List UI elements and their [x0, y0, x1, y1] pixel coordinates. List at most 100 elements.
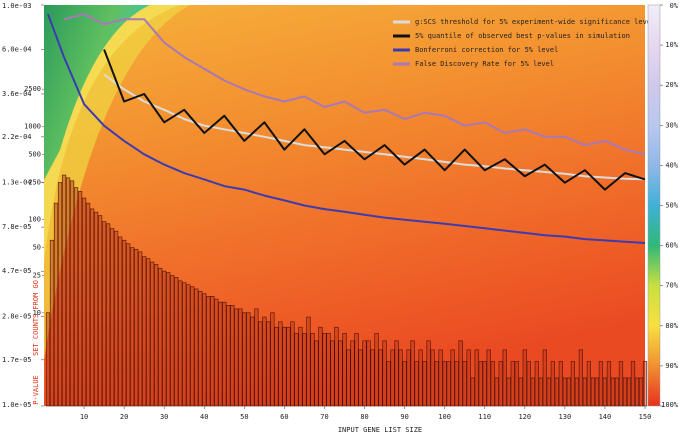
colorbar-label: 40% [665, 161, 678, 169]
count-bar [450, 349, 455, 407]
count-bar [230, 305, 235, 407]
count-bar [322, 333, 327, 407]
count-bar [89, 208, 95, 407]
count-bar [334, 326, 339, 407]
count-bar [366, 340, 371, 407]
count-bar [298, 326, 303, 407]
count-bar [234, 308, 239, 407]
count-bar [358, 349, 363, 407]
count-bar [258, 321, 263, 407]
count-bar [490, 361, 495, 407]
count-bar [146, 258, 151, 407]
x-axis-label: INPUT GENE LIST SIZE [338, 426, 422, 434]
y2-tick-label: 1000 [24, 122, 41, 130]
x-tick-label: 110 [478, 413, 491, 421]
count-bar [386, 361, 391, 407]
x-tick-label: 140 [599, 413, 612, 421]
count-bar [638, 377, 644, 407]
colorbar-label: 10% [665, 41, 678, 49]
count-bar [606, 361, 612, 407]
count-bar [506, 377, 511, 407]
colorbar-label: 60% [665, 242, 678, 250]
y2-tick-label: 100 [28, 216, 41, 224]
count-bar [582, 377, 587, 407]
count-bar [330, 340, 335, 407]
colorbar-label: 0% [670, 2, 679, 10]
y-tick-label: 1.0e-05 [2, 401, 32, 409]
count-bar [85, 202, 91, 407]
count-bar [118, 236, 123, 407]
count-bar [274, 326, 279, 407]
count-bar [246, 312, 251, 407]
x-tick-label: 80 [360, 413, 368, 421]
count-bar [61, 174, 67, 407]
count-bar [93, 211, 99, 407]
x-tick-label: 120 [518, 413, 531, 421]
count-bar [454, 361, 459, 407]
count-bar [566, 377, 571, 407]
count-bar [398, 349, 403, 407]
count-bar [238, 308, 243, 407]
y-tick-label: 4.7e-05 [2, 267, 32, 275]
count-bar [578, 349, 583, 407]
count-bar [574, 377, 579, 407]
count-bar [534, 361, 539, 407]
count-bar [486, 349, 491, 407]
count-bar [222, 301, 227, 407]
count-bar [130, 247, 135, 407]
count-bar [434, 361, 439, 407]
x-tick-label: 60 [280, 413, 288, 421]
y2-tick-label: 25 [33, 272, 41, 280]
x-tick-label: 90 [400, 413, 408, 421]
count-bar [314, 340, 319, 407]
count-bar [254, 308, 259, 407]
count-bar [422, 361, 427, 407]
count-bar [266, 321, 271, 407]
count-bar [610, 377, 616, 407]
count-bar [214, 298, 219, 407]
x-tick-label: 100 [438, 413, 451, 421]
legend-label: g:SCS threshold for 5% experiment-wide s… [415, 18, 655, 26]
count-bar [97, 215, 103, 407]
count-bar [598, 361, 604, 407]
count-bar [590, 377, 596, 407]
count-bar [426, 340, 431, 407]
count-bar [526, 361, 531, 407]
count-bar [558, 361, 563, 407]
x-tick-label: 30 [160, 413, 168, 421]
count-bar [302, 333, 307, 407]
count-bar [326, 333, 331, 407]
count-bar [49, 239, 55, 407]
legend-label: 5% quantile of observed best p-values in… [415, 32, 630, 40]
count-bar [362, 340, 367, 407]
count-bar [346, 349, 351, 407]
count-bar [294, 333, 299, 407]
count-bar [370, 349, 375, 407]
count-bar [170, 275, 175, 407]
count-bar [290, 321, 295, 407]
count-bar [442, 361, 447, 407]
count-bar [57, 182, 63, 407]
count-bar [482, 361, 487, 407]
count-bar [550, 361, 555, 407]
count-bar [538, 377, 543, 407]
count-bar [530, 377, 535, 407]
count-bar [102, 221, 107, 407]
count-bar [602, 377, 608, 407]
series-line [63, 13, 646, 156]
count-bar [394, 340, 399, 407]
legend-label: False Discovery Rate for 5% level [415, 60, 554, 68]
count-bar [282, 326, 287, 407]
count-bar [162, 270, 167, 407]
count-bar [134, 248, 139, 407]
count-bar [622, 377, 628, 407]
count-bar [354, 333, 359, 407]
count-bar [186, 284, 191, 407]
count-bar [106, 223, 111, 407]
count-bar [206, 296, 211, 407]
count-bar [522, 349, 527, 407]
count-bar [242, 312, 247, 407]
count-bar [126, 243, 131, 407]
count-bar [154, 264, 159, 407]
count-bar [618, 361, 624, 407]
